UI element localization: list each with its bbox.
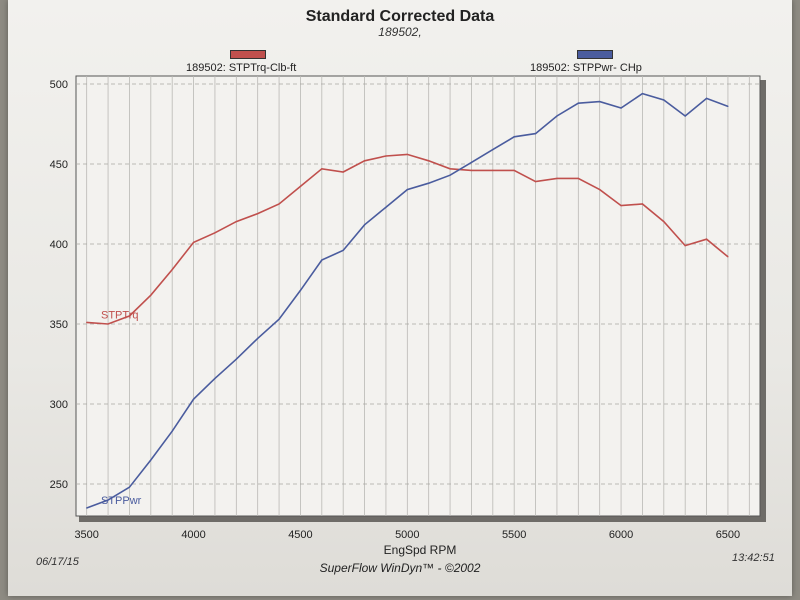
x-axis-label: EngSpd RPM [383, 543, 457, 557]
legend-label-torque: 189502: STPTrq-Clb-ft [186, 62, 297, 74]
power-data-point [128, 486, 131, 488]
power-data-point [321, 259, 323, 261]
power-data-point [257, 337, 259, 339]
torque-data-point [278, 203, 280, 205]
print-time: 13:42:51 [732, 552, 775, 564]
power-data-point [385, 206, 387, 208]
power-data-point [641, 93, 644, 95]
torque-data-point [684, 245, 686, 247]
power-data-point [577, 102, 579, 104]
legend-swatch-torque [230, 50, 266, 59]
power-data-point [599, 101, 601, 103]
torque-data-point [363, 160, 366, 162]
power-data-point [428, 182, 430, 184]
power-data-point [192, 398, 195, 400]
x-tick-label: 6500 [716, 529, 740, 541]
torque-data-point [620, 205, 622, 207]
torque-data-point [299, 185, 302, 187]
torque-data-point [641, 203, 644, 205]
power-data-point [513, 136, 515, 138]
power-data-point [278, 318, 280, 320]
power-data-point [684, 115, 686, 117]
torque-data-point [257, 213, 259, 215]
power-data-point [705, 97, 708, 99]
power-data-point [556, 115, 558, 117]
power-data-point [342, 249, 344, 251]
y-tick-label: 300 [50, 399, 68, 411]
legend-swatch-power [577, 50, 613, 59]
power-data-point [235, 358, 237, 360]
torque-data-point [556, 177, 558, 179]
power-data-point [171, 430, 173, 432]
power-data-point [492, 149, 494, 151]
torque-data-point [321, 168, 323, 170]
power-data-point [470, 161, 473, 163]
torque-data-point [406, 153, 408, 155]
torque-data-point [470, 169, 473, 171]
power-data-point [86, 507, 88, 509]
x-tick-label: 5000 [395, 529, 419, 541]
torque-data-point [492, 169, 494, 171]
power-data-point [620, 107, 622, 109]
y-tick-label: 250 [50, 479, 68, 491]
torque-data-point [107, 323, 109, 325]
power-data-point [534, 133, 537, 135]
power-data-point [214, 377, 216, 379]
y-tick-label: 350 [50, 319, 68, 331]
torque-series-label: STPTrq [101, 309, 139, 321]
torque-data-point [513, 169, 515, 171]
torque-data-point [192, 241, 195, 243]
x-tick-label: 5500 [502, 529, 526, 541]
torque-data-point [663, 221, 665, 223]
torque-data-point [235, 221, 237, 223]
x-tick-label: 3500 [74, 529, 98, 541]
power-data-point [727, 105, 729, 107]
torque-data-point [86, 321, 88, 323]
x-tick-label: 6000 [609, 529, 633, 541]
power-data-point [299, 289, 302, 291]
power-data-point [663, 99, 665, 101]
torque-data-point [705, 238, 708, 240]
power-series-label: STPPwr [101, 495, 142, 507]
torque-data-point [385, 155, 387, 157]
torque-data-point [599, 189, 601, 191]
power-data-point [449, 174, 451, 176]
power-data-point [406, 189, 408, 191]
torque-data-point [342, 171, 344, 173]
y-tick-label: 400 [50, 239, 68, 251]
power-data-point [150, 459, 152, 461]
plot-area [75, 75, 761, 517]
y-tick-label: 500 [50, 79, 68, 91]
torque-data-point [727, 256, 729, 258]
torque-data-point [449, 168, 451, 170]
torque-data-point [428, 160, 430, 162]
torque-data-point [150, 294, 152, 296]
x-tick-label: 4500 [288, 529, 312, 541]
torque-data-point [534, 181, 537, 183]
torque-data-point [577, 177, 579, 179]
power-data-point [107, 499, 109, 501]
chart-title: Standard Corrected Data [305, 8, 495, 25]
print-date: 06/17/15 [36, 556, 79, 568]
legend-label-power: 189502: STPPwr- CHp [530, 62, 642, 74]
chart-subtitle: 189502, [378, 25, 422, 39]
power-data-point [363, 224, 366, 226]
torque-data-point [171, 269, 173, 271]
y-tick-label: 450 [50, 159, 68, 171]
software-credit: SuperFlow WinDyn™ - ©2002 [319, 561, 481, 575]
x-tick-label: 4000 [181, 529, 205, 541]
torque-data-point [128, 315, 131, 317]
torque-data-point [214, 232, 216, 234]
